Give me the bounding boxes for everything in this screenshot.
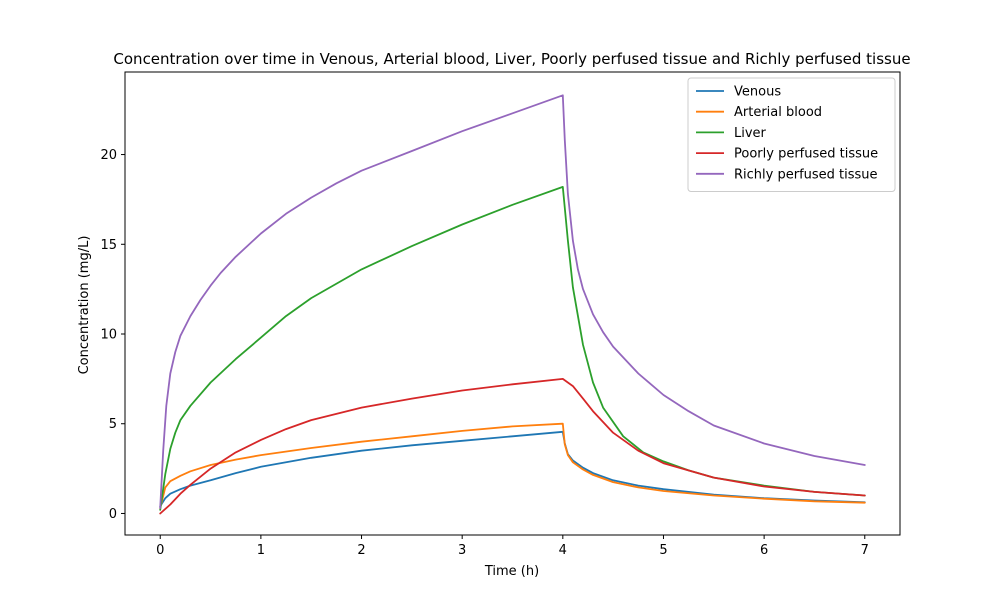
x-tick-label: 1: [257, 543, 265, 558]
x-tick-label: 7: [861, 543, 869, 558]
y-tick-label: 5: [109, 417, 117, 432]
x-tick-label: 3: [458, 543, 466, 558]
y-tick-label: 15: [100, 238, 117, 253]
legend-label-3: Poorly perfused tissue: [734, 147, 878, 162]
y-tick-label: 20: [100, 148, 117, 163]
x-tick-label: 0: [156, 543, 164, 558]
series-line-4: [159, 94, 866, 509]
x-tick-label: 4: [559, 543, 567, 558]
y-tick-label: 10: [100, 328, 117, 343]
x-tick-label: 6: [760, 543, 768, 558]
legend-label-2: Liver: [734, 126, 767, 141]
series-line-2: [159, 186, 866, 511]
x-tick-label: 2: [357, 543, 365, 558]
axes-layer: 0 1 2 3 4 5 6 7 0 5 10 15 20: [100, 71, 901, 558]
legend: Venous Arterial blood Liver Poorly perfused…: [687, 77, 896, 192]
y-axis-label: Concentration (mg/L): [77, 236, 92, 375]
series-layer: [159, 94, 866, 515]
chart-title: Concentration over time in Venous, Arter…: [113, 50, 910, 68]
legend-box: [687, 77, 896, 192]
series-line-3: [159, 378, 866, 515]
legend-label-0: Venous: [734, 85, 781, 100]
series-line-1: [159, 422, 866, 509]
legend-label-4: Richly perfused tissue: [734, 167, 878, 182]
x-tick-label: 5: [659, 543, 667, 558]
y-tick-label: 0: [109, 507, 117, 522]
x-axis-label: Time (h): [484, 564, 539, 579]
series-line-0: [159, 430, 866, 508]
legend-label-1: Arterial blood: [734, 105, 822, 120]
plot-frame: [124, 71, 901, 536]
